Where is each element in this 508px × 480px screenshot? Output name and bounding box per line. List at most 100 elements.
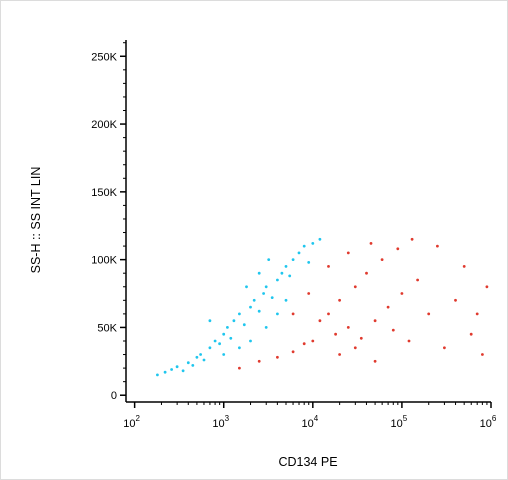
data-point [238, 346, 241, 350]
data-point [186, 361, 190, 365]
data-point [327, 265, 330, 268]
data-point [400, 292, 404, 295]
data-point [226, 326, 229, 329]
data-point [284, 265, 288, 268]
data-point [427, 312, 431, 316]
data-point [222, 332, 226, 336]
data-point [436, 244, 439, 248]
data-point [307, 261, 311, 264]
y-tick-label: 150K [91, 187, 117, 199]
data-point [175, 365, 179, 369]
y-tick-label: 100K [91, 255, 117, 267]
data-point [264, 285, 268, 289]
data-point [264, 326, 268, 329]
y-ticks: 0 50K 100K 150K 200K 250K [91, 42, 126, 402]
y-tick-label: 200K [91, 119, 117, 131]
data-point [199, 353, 203, 356]
data-point [311, 339, 315, 343]
data-point [334, 332, 337, 336]
data-point [267, 258, 271, 261]
data-point [238, 366, 241, 370]
data-point [181, 369, 185, 373]
data-point [291, 312, 295, 316]
data-point [291, 258, 295, 261]
data-point [353, 346, 357, 350]
data-point [222, 353, 226, 356]
x-tick-label: 106 [480, 414, 497, 430]
y-tick-label: 250K [91, 51, 117, 63]
data-point [346, 251, 350, 255]
data-point [416, 278, 419, 282]
y-tick-label: 0 [111, 390, 117, 402]
data-point [311, 242, 315, 245]
data-point [280, 271, 284, 275]
data-point [229, 336, 233, 340]
data-point [208, 346, 212, 350]
data-point [338, 353, 341, 356]
data-point [170, 368, 174, 371]
data-point [443, 346, 446, 350]
data-point [353, 285, 357, 289]
data-point [469, 332, 473, 336]
data-point [462, 265, 466, 268]
x-tick-label: 102 [123, 414, 140, 430]
data-point [270, 296, 274, 299]
data-point [245, 285, 248, 289]
x-tick-label: 105 [391, 414, 408, 430]
data-point [365, 271, 368, 275]
data-point [163, 370, 167, 374]
data-point [407, 339, 411, 343]
data-points [156, 237, 489, 377]
y-tick-label: 50K [97, 322, 117, 334]
data-point [485, 285, 489, 289]
data-point [291, 350, 295, 354]
data-point [396, 247, 400, 251]
data-point [410, 237, 414, 241]
data-point [249, 339, 252, 343]
data-point [284, 298, 288, 302]
data-point [242, 323, 246, 327]
data-point [276, 355, 279, 359]
data-point [257, 271, 261, 275]
data-point [297, 251, 301, 255]
data-point [481, 353, 484, 356]
data-point [257, 359, 261, 363]
data-point [475, 312, 479, 316]
data-point [386, 305, 390, 309]
y-axis-title: SS-H :: SS INT LIN [29, 167, 43, 274]
x-axis-title: CD134 PE [278, 455, 337, 469]
data-point [288, 274, 292, 278]
data-point [380, 258, 384, 261]
data-point [307, 292, 311, 295]
data-point [391, 328, 395, 332]
data-point [156, 373, 159, 377]
data-point [276, 312, 279, 316]
data-point [257, 309, 261, 313]
data-point [369, 242, 373, 245]
axes [125, 40, 491, 403]
data-point [191, 364, 195, 367]
data-point [218, 342, 222, 346]
data-point [202, 358, 206, 362]
data-point [249, 305, 252, 309]
data-point [373, 319, 377, 323]
data-point [302, 342, 306, 346]
x-tick-label: 103 [212, 414, 229, 430]
data-point [276, 278, 279, 282]
data-point [359, 336, 363, 340]
data-point [318, 237, 322, 241]
data-point [252, 298, 256, 302]
data-point [346, 326, 350, 329]
data-point [318, 319, 322, 323]
data-point [262, 292, 265, 295]
data-point [373, 359, 377, 363]
data-point [327, 312, 330, 316]
data-point [195, 355, 199, 359]
x-ticks: 102 103 104 105 106 [123, 402, 497, 430]
data-point [454, 298, 457, 302]
data-point [232, 319, 236, 323]
data-point [213, 339, 217, 343]
x-tick-label: 104 [301, 414, 318, 430]
